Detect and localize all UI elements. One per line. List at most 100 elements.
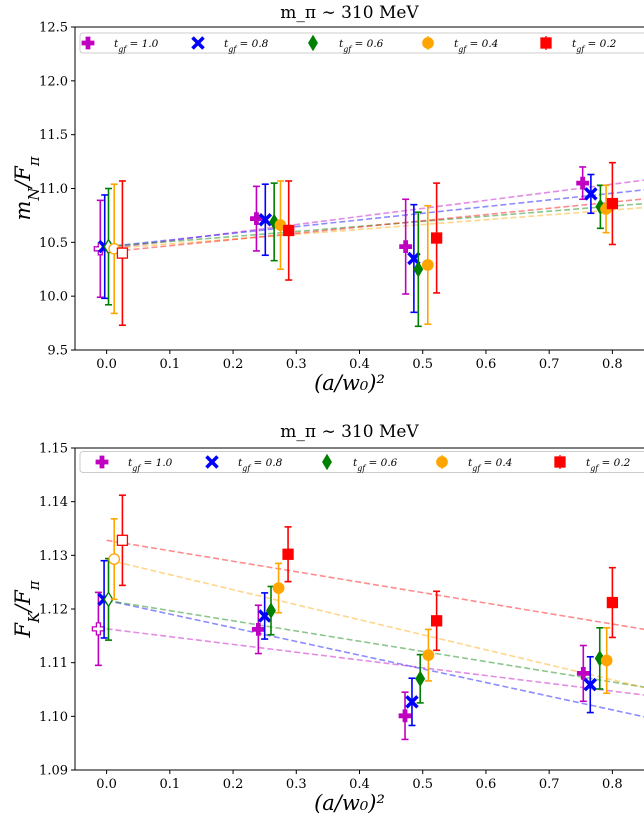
x-tick-label: 0.7: [539, 357, 560, 372]
y-tick-label: 1.10: [39, 710, 68, 725]
plot-area: [93, 161, 644, 328]
y-tick-label: 1.13: [39, 549, 68, 564]
legend-marker: [191, 36, 205, 50]
data-point: [398, 709, 412, 723]
legend-entry: tgf = 0.2: [586, 457, 631, 473]
legend-entry: tgf = 0.8: [238, 457, 283, 473]
y-tick-label: 1.12: [39, 603, 68, 618]
chart-panel-1: m_π ∼ 310 MeV 0.0 0.1 0.2 0.3 0.4 0.5 0.6 0.7 0.8…: [11, 3, 644, 395]
data-point: [405, 695, 419, 709]
data-point: [600, 654, 613, 667]
x-tick-label: 0.7: [539, 777, 560, 792]
x-tick-label: 0.6: [476, 357, 497, 372]
series-1: [93, 166, 590, 299]
legend-entry: tgf = 0.6: [353, 457, 398, 473]
y-tick-label: 1.11: [39, 656, 68, 671]
legend-entry: tgf = 0.8: [224, 38, 269, 54]
x-tick-label: 0.1: [159, 777, 180, 792]
data-point: [576, 176, 590, 190]
data-point: [413, 260, 424, 278]
extrapolated-point: [116, 247, 129, 259]
data-point: [606, 596, 619, 609]
data-point: [399, 240, 413, 254]
y-tick-label: 10.0: [39, 290, 68, 305]
data-point: [250, 212, 263, 226]
y-axis-label: FK/Fπ: [11, 580, 43, 638]
x-tick-label: 0.2: [223, 357, 244, 372]
data-point: [606, 197, 619, 210]
series-4: [108, 518, 613, 695]
fit-line: [106, 558, 644, 689]
legend-marker: [205, 455, 219, 469]
data-point: [430, 615, 443, 627]
x-tick-label: 0.5: [412, 357, 433, 372]
y-tick-label: 11.0: [39, 182, 68, 197]
plot-area: [91, 494, 644, 741]
y-tick-label: 11.5: [39, 128, 68, 143]
data-point: [266, 602, 276, 619]
legend-entry: tgf = 1.0: [128, 457, 173, 473]
x-tick-label: 0.1: [159, 357, 180, 372]
y-tick-label: 1.09: [39, 764, 68, 779]
series-5: [116, 494, 619, 652]
x-tick-label: 0.6: [476, 777, 497, 792]
series-3: [103, 182, 606, 328]
x-axis-label: (a/w₀)²: [314, 371, 385, 395]
data-point: [251, 622, 265, 636]
y-tick-label: 12.5: [39, 21, 68, 36]
x-axis-label: (a/w₀)²: [314, 791, 385, 815]
x-tick-label: 0.4: [349, 777, 370, 792]
data-point: [282, 548, 294, 560]
x-tick-label: 0.8: [602, 357, 623, 372]
extrapolated-point: [108, 553, 121, 565]
legend-entry: tgf = 0.4: [468, 457, 512, 473]
x-tick-label: 0.0: [96, 357, 117, 372]
x-tick-label: 0.8: [602, 777, 623, 792]
extrapolated-point: [91, 622, 106, 636]
y-tick-label: 1.15: [39, 442, 68, 457]
x-tick-label: 0.2: [223, 777, 244, 792]
x-tick-label: 0.3: [286, 777, 307, 792]
data-point: [430, 232, 443, 244]
extrapolated-point: [116, 534, 129, 546]
x-tick-label: 0.0: [96, 777, 117, 792]
series-2: [97, 559, 597, 727]
legend-marker: [95, 455, 109, 469]
series-5: [116, 161, 619, 327]
series-1: [91, 591, 590, 741]
series-4: [108, 180, 612, 325]
fit-line: [106, 206, 644, 250]
data-point: [583, 677, 597, 692]
fit-line: [106, 198, 644, 253]
y-tick-label: 1.14: [39, 495, 68, 510]
x-tick-label: 0.4: [349, 357, 370, 372]
extrapolated-point: [103, 591, 114, 608]
legend-box: [79, 451, 644, 473]
data-point: [421, 259, 434, 271]
fit-line: [106, 539, 644, 631]
legend-entry: tgf = 0.2: [572, 38, 617, 54]
data-point: [415, 670, 426, 688]
legend: tgf = 1.0 tgf = 0.8 tgf = 0.6 tgf = 0.4 tgf …: [79, 32, 644, 54]
x-tick-label: 0.5: [412, 777, 433, 792]
y-tick-label: 9.5: [47, 344, 68, 359]
fit-line: [106, 202, 644, 248]
fit-line: [106, 179, 644, 250]
data-point: [283, 224, 295, 237]
data-point: [584, 187, 598, 201]
y-tick-label: 12.0: [39, 74, 68, 89]
y-tick-label: 10.5: [39, 236, 68, 251]
data-point: [269, 213, 280, 231]
data-point: [258, 212, 273, 227]
fit-line: [106, 599, 644, 688]
chart-title: m_π ∼ 310 MeV: [280, 422, 419, 442]
fit-line: [106, 599, 644, 718]
fit-line: [106, 189, 644, 248]
chart-title: m_π ∼ 310 MeV: [280, 3, 419, 23]
fit-line: [106, 628, 644, 696]
data-point: [272, 582, 285, 594]
legend-entry: tgf = 0.6: [339, 38, 384, 54]
y-axis-label: mN/Fπ: [11, 156, 43, 220]
legend-box: [79, 32, 644, 54]
